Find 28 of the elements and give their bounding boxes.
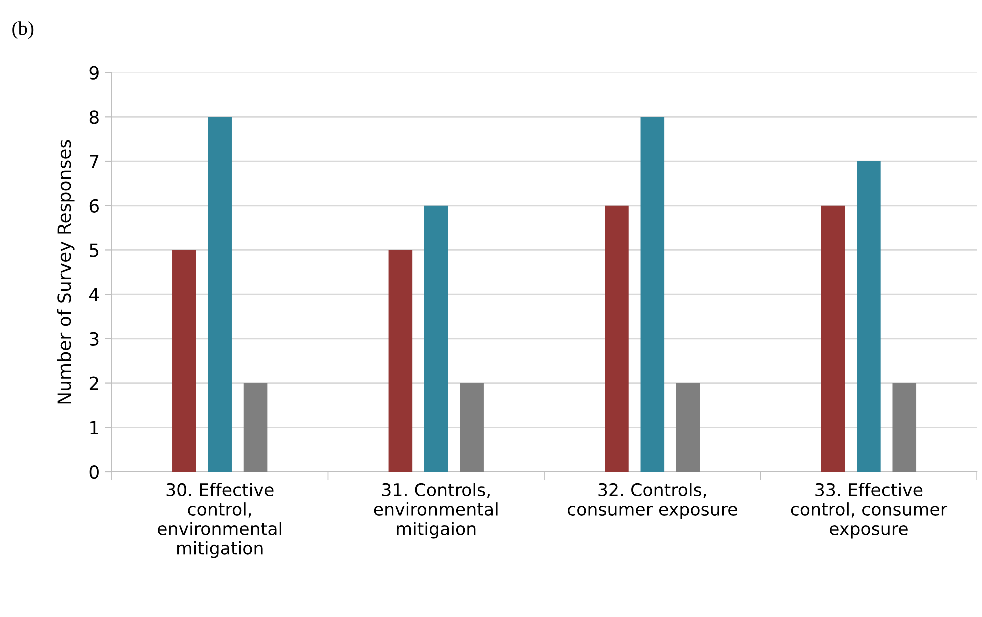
y-tick-label: 4 xyxy=(90,288,100,302)
bar xyxy=(892,383,917,472)
bar xyxy=(821,206,846,472)
y-tick-label: 9 xyxy=(90,66,99,80)
bar xyxy=(460,383,484,472)
y-tick-label: 3 xyxy=(90,332,99,346)
bar xyxy=(208,117,232,472)
bar xyxy=(424,206,448,472)
y-tick-label: 5 xyxy=(90,244,99,258)
x-tick-label: 33. Effective control, consumer exposure xyxy=(791,483,948,539)
x-tick-label: 30. Effective control, environmental mitigation xyxy=(158,483,282,558)
bar xyxy=(640,117,665,472)
bar xyxy=(676,383,700,472)
x-tick-label: 32. Controls, consumer exposure xyxy=(568,483,738,520)
y-tick-label: 8 xyxy=(90,110,99,124)
bar xyxy=(605,206,629,472)
bar xyxy=(388,250,413,472)
bar xyxy=(244,383,268,472)
text: (b) xyxy=(12,22,34,40)
y-axis-title: Number of Survey Responses xyxy=(57,140,75,404)
y-tick-label: 2 xyxy=(90,376,98,390)
x-tick-label: 31. Controls, environmental mitigaion xyxy=(374,483,498,539)
y-tick-label: 7 xyxy=(90,155,99,168)
y-tick-label: 1 xyxy=(90,421,98,435)
bar xyxy=(857,162,881,472)
y-tick-label: 0 xyxy=(90,465,99,480)
y-tick-label: 6 xyxy=(90,199,100,213)
bar xyxy=(172,250,196,472)
